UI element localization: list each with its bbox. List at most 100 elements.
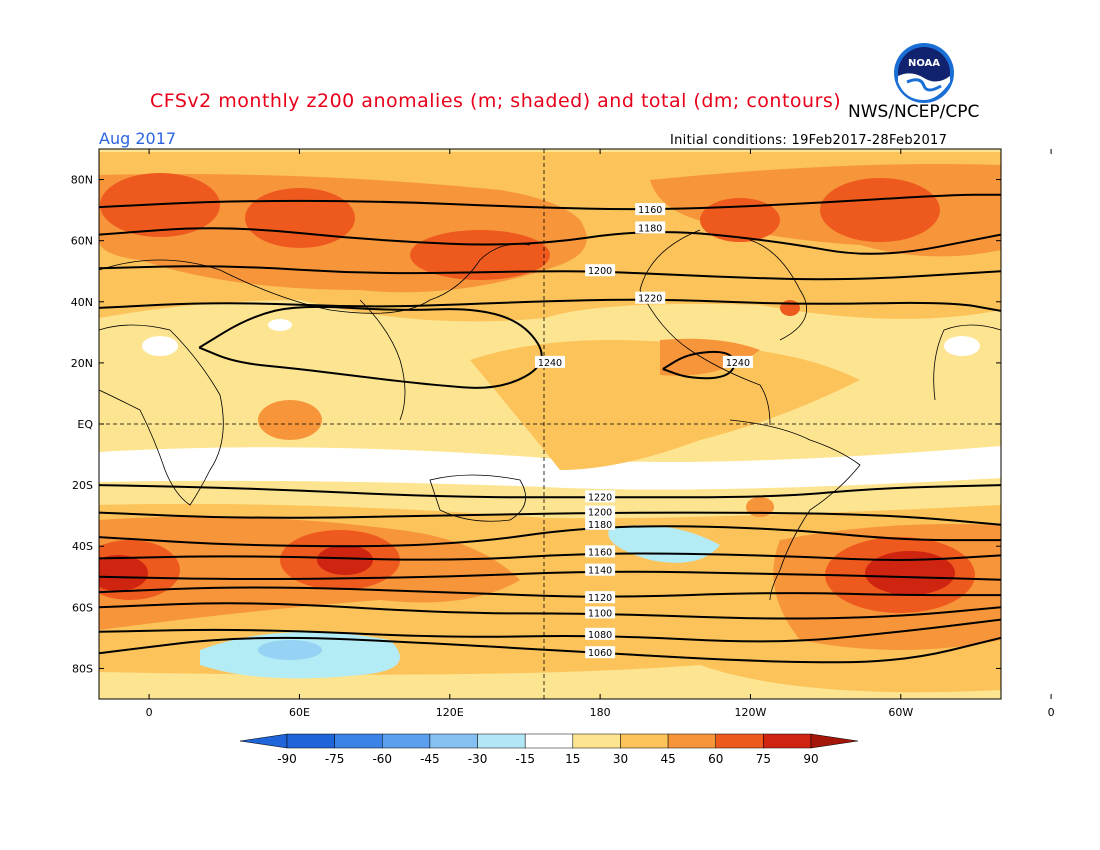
latitude-axis: 80N 60N 40N 20N EQ 20S 40S 60S 80S	[71, 174, 1001, 675]
map-title: CFSv2 monthly z200 anomalies (m; shaded)…	[150, 90, 842, 112]
coastlines	[99, 229, 1001, 601]
contour-1140	[99, 570, 1001, 581]
colorbar-swatch	[763, 733, 812, 749]
colorbar-swatch	[667, 733, 716, 749]
colorbar-swatch	[715, 733, 764, 749]
lon-tick-label: 0	[1048, 706, 1055, 719]
anomaly-45-60-africa	[258, 400, 322, 440]
lon-tick-label: 120W	[735, 706, 767, 719]
contour-label-bg	[585, 517, 616, 530]
noaa-logo-icon: NOAA	[894, 43, 954, 103]
contour-label-bg	[535, 355, 565, 368]
contour-1200	[99, 511, 1001, 526]
colorbar-swatch	[286, 733, 335, 749]
contour-label-bg	[585, 627, 616, 640]
lat-tick-label: EQ	[77, 418, 93, 431]
colorbar-swatch	[477, 733, 526, 749]
contour-label: 1240	[726, 358, 750, 369]
contour-label-bg	[585, 591, 616, 604]
contour-label: 1080	[588, 630, 612, 641]
colorbar: -90 -75 -60 -45 -30 -15 15 30 45 60 75 90	[239, 733, 859, 766]
lon-tick-label: 120E	[436, 706, 464, 719]
lat-tick-label: 20N	[71, 357, 93, 370]
lat-tick-label: 80N	[71, 174, 93, 187]
lon-tick-label: 60W	[888, 706, 913, 719]
lat-tick-label: 60N	[71, 235, 93, 248]
colorbar-tick-label: 75	[756, 752, 771, 766]
contour-label-bg	[585, 490, 616, 503]
contour-label: 1180	[638, 223, 662, 234]
contour-1200	[99, 265, 1001, 281]
longitude-axis: 0 60E 120E 180 120W 60W 0	[146, 149, 1055, 719]
colorbar-tick-label: -30	[468, 752, 488, 766]
contour-1160	[99, 552, 1001, 561]
contour-label: 1160	[638, 205, 662, 216]
contour-label: 1200	[588, 266, 612, 277]
initial-conditions: Initial conditions: 19Feb2017-28Feb2017	[670, 133, 948, 148]
lat-tick-label: 20S	[72, 479, 93, 492]
logo-wordmark: NOAA	[908, 58, 940, 69]
colorbar-swatch	[429, 733, 478, 749]
contour-label: 1140	[588, 566, 612, 577]
colorbar-tick-label: -15	[515, 752, 535, 766]
contour-label-bg	[585, 606, 616, 619]
colorbar-arrow-right	[810, 733, 859, 749]
contour-label: 1100	[588, 608, 612, 619]
lon-tick-label: 180	[590, 706, 611, 719]
valid-month: Aug 2017	[99, 129, 177, 148]
agency-label: NWS/NCEP/CPC	[848, 102, 980, 122]
colorbar-tick-label: 60	[708, 752, 723, 766]
contour-label-bg	[585, 505, 616, 518]
contour-label-bg	[585, 646, 616, 659]
contour-label: 1180	[588, 520, 612, 531]
lon-tick-label: 60E	[289, 706, 310, 719]
colorbar-swatch	[334, 733, 383, 749]
contour-1220	[99, 484, 1001, 499]
colorbar-swatch	[620, 733, 669, 749]
contour-1220	[99, 298, 1001, 312]
colorbar-swatch	[524, 733, 574, 749]
contour-label: 1120	[588, 593, 612, 604]
colorbar-tick-label: 45	[660, 752, 675, 766]
anomaly-75-90	[99, 545, 955, 595]
contour-label-bg	[585, 264, 616, 277]
lon-tick-label: 0	[146, 706, 153, 719]
neutral-band-subtropics	[99, 446, 1001, 490]
contour-1100	[99, 602, 1001, 620]
contour-label-bg	[585, 545, 616, 558]
contour-label-bg	[635, 221, 666, 234]
contour-label-bg	[722, 355, 753, 368]
neutral-spot-asia	[268, 319, 292, 331]
colorbar-tick-label: 30	[613, 752, 628, 766]
contour-label: 1200	[588, 508, 612, 519]
neutral-spot-sahara	[142, 336, 178, 356]
contour-label-bg	[585, 563, 616, 576]
contour-1080	[99, 618, 1001, 643]
anomaly-45-60-sa	[746, 497, 774, 517]
colorbar-tick-label: 15	[565, 752, 580, 766]
colorbar-swatch	[572, 733, 621, 749]
contour-1060	[99, 636, 1001, 664]
lat-tick-label: 40S	[72, 540, 93, 553]
neutral-spot-sahara-wrap	[944, 336, 980, 356]
contour-label: 1240	[538, 358, 562, 369]
colorbar-swatch	[382, 733, 431, 749]
contour-1180	[99, 525, 1001, 548]
lat-tick-label: 40N	[71, 296, 93, 309]
lat-tick-label: 80S	[72, 662, 93, 675]
colorbar-tick-label: -75	[325, 752, 345, 766]
contour-label: 1160	[588, 547, 612, 558]
colorbar-tick-label: -45	[420, 752, 440, 766]
contour-1160	[99, 193, 1001, 211]
colorbar-tick-label: 90	[803, 752, 818, 766]
contour-label: 1060	[588, 648, 612, 659]
colorbar-tick-label: -60	[372, 752, 392, 766]
contour-label-bg	[635, 291, 666, 304]
contour-label: 1220	[638, 294, 662, 305]
contour-1240	[198, 305, 543, 389]
lat-tick-label: 60S	[72, 601, 93, 614]
colorbar-tick-label: -90	[277, 752, 297, 766]
